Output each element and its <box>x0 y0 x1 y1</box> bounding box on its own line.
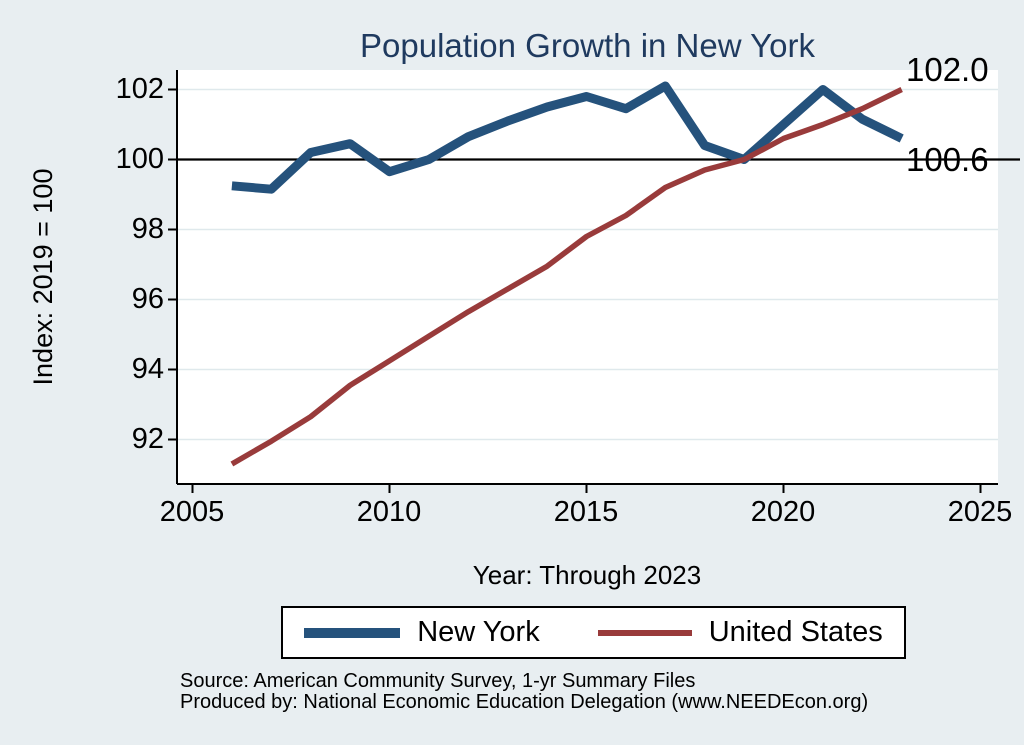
series-line-united-states <box>230 87 903 467</box>
legend-swatch-new-york <box>304 627 401 638</box>
legend-label-united-states: United States <box>708 616 883 648</box>
y-tick-label-92: 92 <box>131 423 164 455</box>
produced-by-note: Produced by: National Economic Education… <box>180 691 869 713</box>
y-tick-label-102: 102 <box>115 73 164 105</box>
x-tick-label-2025: 2025 <box>947 496 1013 528</box>
legend-label-new-york: New York <box>417 616 540 648</box>
legend-item-new-york: New York <box>304 616 540 649</box>
y-tick-label-96: 96 <box>131 283 164 315</box>
y-tick-label-94: 94 <box>131 353 164 385</box>
legend: New York United States <box>281 606 906 659</box>
legend-swatch-united-states <box>597 629 692 636</box>
source-note: Source: American Community Survey, 1-yr … <box>180 670 696 692</box>
y-tick-label-98: 98 <box>131 213 164 245</box>
x-tick-label-2020: 2020 <box>750 496 816 528</box>
x-tick-label-2015: 2015 <box>553 496 619 528</box>
y-axis-label: Index: 2019 = 100 <box>28 168 58 386</box>
end-value-label-united-states: 102.0 <box>906 51 989 88</box>
x-axis-label: Year: Through 2023 <box>472 560 702 590</box>
legend-item-united-states: United States <box>540 616 883 649</box>
end-value-label-new-york: 100.6 <box>906 141 989 178</box>
x-tick-label-2005: 2005 <box>159 496 225 528</box>
chart-title: Population Growth in New York <box>360 27 815 64</box>
y-tick-label-100: 100 <box>115 143 164 175</box>
series-line-new-york <box>231 81 904 194</box>
x-tick-label-2010: 2010 <box>356 496 422 528</box>
